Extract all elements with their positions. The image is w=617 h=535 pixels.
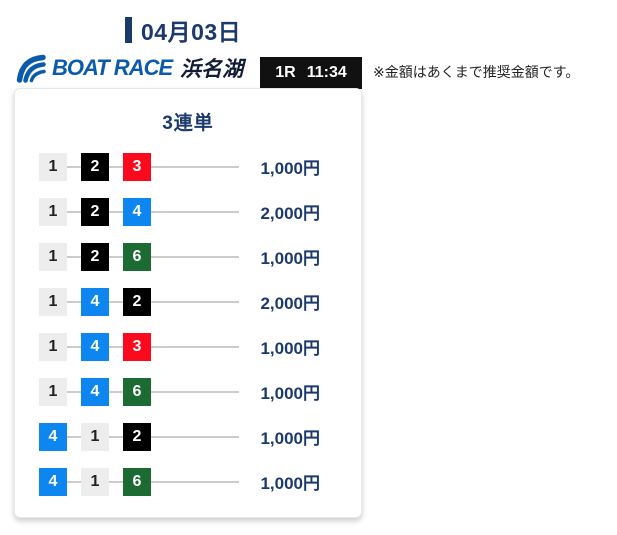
date-accent-bar [125,17,132,43]
bet-row: 1 4 6 1,000円 [15,369,361,414]
boat-number-third: 3 [123,152,151,181]
boat-number-third: 2 [123,422,151,451]
connector-line [109,210,123,213]
boat-number-first: 1 [39,152,67,181]
bet-row: 1 4 3 1,000円 [15,324,361,369]
connector-line-long [151,300,239,303]
boat-number-second: 4 [81,332,109,361]
connector-line [67,435,81,438]
boat-number-third: 6 [123,377,151,406]
bet-row: 1 2 4 2,000円 [15,189,361,234]
boat-number-second: 1 [81,467,109,496]
boat-number-third: 4 [123,197,151,226]
connector-line [67,480,81,483]
bet-rows: 1 2 3 1,000円 1 2 4 2,000円 1 2 6 1,000円 [15,144,361,504]
boat-number-third: 6 [123,467,151,496]
bet-row: 1 4 2 2,000円 [15,279,361,324]
bet-amount: 2,000円 [260,204,320,223]
boat-number-first: 1 [39,377,67,406]
boatrace-logo: BOAT RACE 浜名湖 [16,52,243,84]
bet-amount: 1,000円 [260,249,320,268]
boat-number-first: 1 [39,332,67,361]
boat-number-first: 1 [39,287,67,316]
connector-line-long [151,480,239,483]
boat-number-second: 2 [81,197,109,226]
connector-line-long [151,390,239,393]
connector-line-long [151,210,239,213]
connector-line [67,210,81,213]
bet-amount: 1,000円 [260,339,320,358]
boat-number-second: 4 [81,287,109,316]
connector-line [67,345,81,348]
bet-amount: 1,000円 [260,384,320,403]
connector-line [109,165,123,168]
boat-number-first: 1 [39,242,67,271]
bet-amount: 1,000円 [260,159,320,178]
bet-type-title: 3連単 [162,113,214,134]
race-number: 1R [275,64,296,81]
bet-amount: 1,000円 [260,429,320,448]
date-header: 04月03日 [125,13,241,47]
bet-row: 4 1 2 1,000円 [15,414,361,459]
connector-line-long [151,435,239,438]
connector-line [67,165,81,168]
disclaimer-note: ※金額はあくまで推奨金額です。 [373,64,580,80]
venue-name: 浜名湖 [180,58,244,81]
connector-line [109,435,123,438]
brand-text: BOAT RACE [52,55,173,80]
bet-row: 1 2 3 1,000円 [15,144,361,189]
boat-number-third: 2 [123,287,151,316]
bet-recommendation-card: 3連単 1 2 3 1,000円 1 2 4 2,000円 1 2 6 [14,88,362,518]
boat-number-first: 4 [39,467,67,496]
connector-line [109,480,123,483]
boat-number-first: 1 [39,197,67,226]
connector-line [67,390,81,393]
boat-number-first: 4 [39,422,67,451]
bet-amount: 2,000円 [260,294,320,313]
boat-number-third: 3 [123,332,151,361]
connector-line [109,255,123,258]
boat-number-second: 1 [81,422,109,451]
bet-row: 1 2 6 1,000円 [15,234,361,279]
connector-line [67,255,81,258]
bet-amount: 1,000円 [260,474,320,493]
race-time-badge: 1R 11:34 [260,57,362,89]
connector-line-long [151,165,239,168]
connector-line [109,300,123,303]
connector-line [109,390,123,393]
date-text: 04月03日 [141,19,242,45]
boat-number-second: 2 [81,242,109,271]
connector-line [67,300,81,303]
connector-line [109,345,123,348]
race-start-time: 11:34 [306,64,347,81]
connector-line-long [151,255,239,258]
boat-number-second: 2 [81,152,109,181]
wave-icon [16,54,47,83]
bet-row: 4 1 6 1,000円 [15,459,361,504]
boat-number-third: 6 [123,242,151,271]
connector-line-long [151,345,239,348]
boat-number-second: 4 [81,377,109,406]
